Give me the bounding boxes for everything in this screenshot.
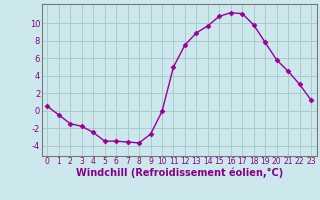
X-axis label: Windchill (Refroidissement éolien,°C): Windchill (Refroidissement éolien,°C) [76, 168, 283, 178]
